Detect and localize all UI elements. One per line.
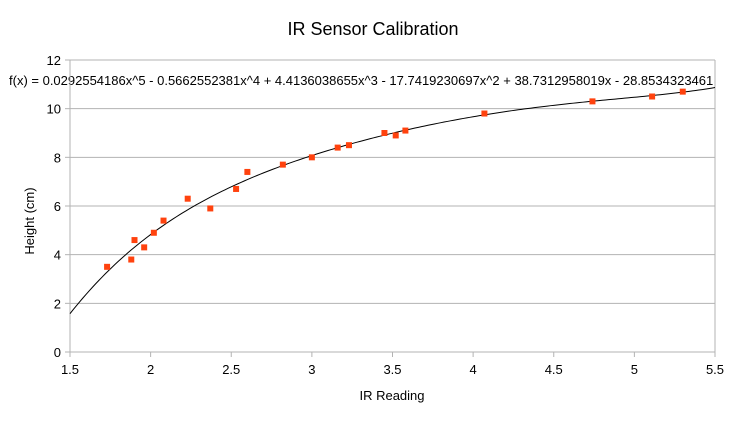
data-point — [244, 168, 251, 175]
data-point — [589, 98, 596, 105]
y-tick-label-2: 2 — [54, 296, 61, 311]
x-tick-label-4.5: 4.5 — [545, 362, 563, 377]
axes — [65, 59, 716, 357]
x-axis-label: IR Reading — [359, 388, 424, 403]
data-points — [104, 88, 686, 270]
y-tick-label-12: 12 — [47, 53, 61, 68]
chart-title: IR Sensor Calibration — [287, 19, 458, 39]
data-point — [392, 132, 399, 139]
y-tick-label-10: 10 — [47, 102, 61, 117]
x-tick-label-3: 3 — [308, 362, 315, 377]
x-tick-labels: 1.5 2 2.5 3 3.5 4 4.5 5 5.5 — [61, 362, 724, 377]
data-point — [184, 195, 191, 202]
x-tick-label-4: 4 — [470, 362, 477, 377]
data-point — [481, 110, 488, 117]
data-point — [131, 237, 138, 244]
x-tick-label-3.5: 3.5 — [383, 362, 401, 377]
trendline — [69, 87, 716, 314]
y-tick-label-6: 6 — [54, 199, 61, 214]
data-point — [141, 244, 148, 251]
data-point — [649, 93, 656, 100]
y-axis-label: Height (cm) — [22, 187, 37, 254]
y-tick-label-4: 4 — [54, 248, 61, 263]
x-tick-label-2.5: 2.5 — [222, 362, 240, 377]
gridlines — [70, 59, 715, 353]
x-tick-label-1.5: 1.5 — [61, 362, 79, 377]
data-point — [128, 256, 135, 263]
y-tick-labels: 0 2 4 6 8 10 12 — [47, 53, 61, 360]
data-point — [279, 161, 286, 168]
data-point — [308, 154, 315, 161]
data-point — [381, 130, 388, 136]
data-point — [334, 144, 341, 151]
data-point — [679, 88, 686, 95]
trendline-equation: f(x) = 0.0292554186x^5 - 0.5662552381x^4… — [9, 73, 713, 88]
y-tick-label-0: 0 — [54, 345, 61, 360]
y-tick-label-8: 8 — [54, 150, 61, 165]
data-point — [160, 217, 167, 224]
data-point — [345, 142, 352, 149]
x-tick-label-5: 5 — [631, 362, 638, 377]
x-tick-label-5.5: 5.5 — [706, 362, 724, 377]
data-point — [150, 229, 157, 236]
data-point — [104, 263, 111, 270]
x-tick-label-2: 2 — [147, 362, 154, 377]
data-point — [233, 185, 240, 192]
data-point — [402, 127, 409, 134]
data-point — [207, 205, 214, 212]
